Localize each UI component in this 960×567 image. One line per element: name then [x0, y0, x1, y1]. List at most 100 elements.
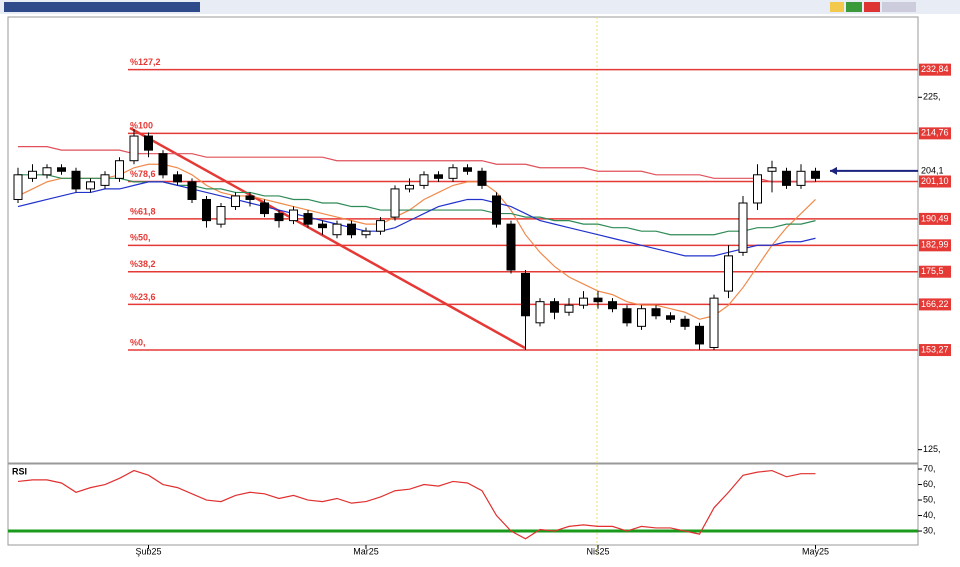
candle-body	[593, 297, 603, 303]
candle-body	[680, 318, 690, 327]
header-bar	[0, 0, 960, 14]
fib-label: %100	[130, 121, 153, 131]
level-value-box	[919, 127, 951, 140]
moving-average	[17, 181, 816, 257]
level-value-box	[919, 175, 951, 188]
candle-body	[100, 174, 110, 186]
tool-button[interactable]	[864, 2, 880, 12]
candle-body	[535, 301, 545, 324]
candle-body	[274, 213, 284, 222]
y-tick-label: 125,	[923, 444, 941, 454]
symbol-box	[4, 2, 200, 12]
tool-button[interactable]	[846, 2, 862, 12]
level-value-box	[919, 265, 951, 278]
level-value-label: 190,49	[921, 213, 949, 223]
x-tick-label: Şub25	[135, 546, 161, 556]
y-tick-label: 60,	[923, 479, 936, 489]
y-tick-label: 40,	[923, 510, 936, 520]
candle-body	[492, 195, 501, 225]
candle-body	[71, 170, 81, 190]
candle-body	[477, 170, 487, 186]
candle-body	[419, 174, 429, 186]
candle-body	[173, 174, 182, 183]
level-value-box	[919, 344, 951, 357]
candle-body	[796, 170, 806, 186]
level-value-label: 182,99	[921, 240, 949, 250]
candle-body	[216, 206, 226, 225]
candle-body	[695, 325, 704, 345]
y-tick-label: 225,	[923, 92, 941, 102]
candle-body	[202, 198, 211, 222]
candle-body	[376, 220, 385, 232]
candle-body	[332, 223, 342, 236]
tool-button[interactable]	[830, 2, 844, 12]
fib-label: %127,2	[130, 57, 161, 67]
candle-body	[666, 315, 675, 320]
candle-body	[303, 213, 313, 225]
candle-body	[390, 188, 400, 218]
tool-button[interactable]	[882, 2, 916, 12]
candle-body	[651, 308, 661, 317]
level-value-label: 201,10	[921, 176, 949, 186]
level-value-label: 166,22	[921, 299, 949, 309]
level-value-label: 153,27	[921, 344, 949, 354]
level-value-label: 232,84	[921, 64, 949, 74]
candle-body	[405, 184, 414, 190]
rsi-line	[17, 469, 816, 540]
candle-body	[115, 160, 124, 179]
fib-label: %0,	[130, 337, 146, 347]
x-tick-label: Nis25	[586, 546, 609, 556]
price-panel	[7, 16, 919, 464]
candle-body	[129, 135, 139, 162]
y-tick-label: 30,	[923, 525, 936, 535]
candle-body	[738, 202, 748, 253]
moving-average	[18, 146, 816, 183]
level-value-box	[919, 239, 951, 252]
y-tick-label: 50,	[923, 494, 936, 504]
candle-body	[782, 170, 791, 186]
candle-body	[347, 223, 356, 236]
candle-body	[709, 297, 719, 348]
rsi-panel	[7, 463, 919, 546]
candle-body	[57, 167, 66, 172]
candle-body	[811, 170, 820, 179]
candle-body	[724, 255, 733, 292]
candle-body	[753, 174, 762, 204]
candle-body	[637, 308, 646, 327]
candle-body	[144, 135, 153, 151]
x-tick-label: May25	[802, 546, 829, 556]
fib-label: %61,8	[130, 206, 156, 216]
fib-label: %38,2	[130, 259, 156, 269]
candle-body	[289, 209, 298, 222]
candle-body	[506, 223, 516, 271]
level-value-box	[919, 212, 951, 225]
fib-label: %23,6	[130, 292, 156, 302]
candle-body	[86, 181, 95, 190]
rsi-title: RSI	[12, 466, 27, 476]
candle-body	[260, 202, 269, 215]
candle-body	[318, 223, 327, 229]
candle-body	[608, 301, 617, 310]
level-value-box	[919, 63, 951, 76]
candle-body	[187, 181, 197, 200]
candle-body	[13, 174, 23, 200]
candle-body	[463, 167, 472, 172]
fib-label: %78,6	[130, 169, 156, 179]
candle-body	[579, 297, 588, 306]
candle-body	[767, 167, 777, 172]
candle-body	[361, 230, 371, 236]
candle-body	[158, 153, 168, 176]
candle-body	[564, 304, 574, 313]
candle-body	[434, 174, 443, 179]
x-tick-label: Mar25	[353, 546, 379, 556]
moving-average	[17, 163, 816, 320]
candle-body	[42, 167, 52, 176]
candle-body	[231, 195, 240, 208]
last-price-arrow	[830, 166, 837, 175]
level-value-label: 175,5	[921, 266, 944, 276]
candle-body	[28, 170, 37, 179]
last-price-label: 204,1	[921, 165, 944, 175]
trend-line	[129, 126, 526, 350]
